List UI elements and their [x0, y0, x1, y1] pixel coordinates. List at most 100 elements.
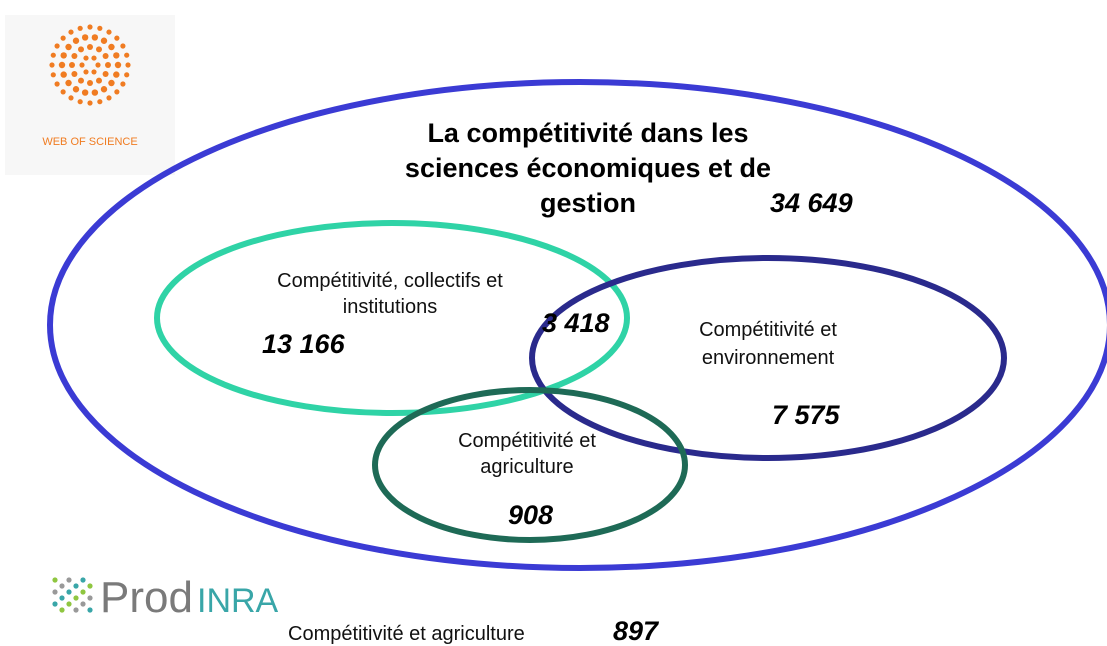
logo-dot [102, 53, 109, 59]
logo-dot [91, 89, 99, 96]
logo-dot [52, 577, 58, 583]
title-line: gestion [540, 188, 636, 218]
set-count: 908 [508, 500, 553, 530]
wos-logo-bg [5, 15, 175, 175]
logo-dot [59, 583, 65, 589]
logo-dot [106, 95, 112, 101]
logo-dot [83, 55, 89, 61]
logo-dot [105, 62, 111, 68]
logo-dot [73, 595, 79, 601]
logo-dot [59, 595, 65, 601]
footer-count: 897 [613, 616, 660, 646]
logo-dot [60, 89, 66, 95]
set-count: 7 575 [772, 400, 841, 430]
logo-dot [91, 69, 97, 75]
logo-dot [77, 25, 83, 31]
logo-dot [97, 99, 103, 105]
logo-dot [66, 577, 72, 583]
logo-dot [52, 601, 58, 607]
logo-dot [87, 100, 93, 106]
logo-dot [60, 71, 67, 78]
logo-dot [80, 601, 86, 607]
logo-dot [68, 95, 74, 101]
logo-dot [113, 71, 120, 78]
logo-dot [58, 61, 66, 69]
logo-dot [114, 61, 122, 69]
logo-dot [78, 77, 84, 84]
logo-dot [49, 62, 55, 68]
logo-dot [106, 29, 112, 35]
prodinra-text: INRA [197, 582, 279, 620]
logo-dot [60, 35, 66, 41]
logo-dot [77, 99, 83, 105]
logo-dot [114, 89, 120, 95]
logo-dot [91, 55, 97, 61]
logo-dot [83, 69, 89, 75]
logo-dot [108, 43, 115, 51]
logo-dot [81, 34, 89, 41]
logo-dot [87, 44, 93, 50]
logo-dot [50, 72, 56, 78]
logo-dot [73, 583, 79, 589]
logo-dot [95, 62, 101, 68]
logo-dot [54, 81, 60, 87]
logo-dot [100, 37, 108, 44]
logo-dot [81, 89, 89, 96]
logo-dot [102, 71, 109, 77]
wos-logo-text: WEB OF SCIENCE [42, 136, 137, 148]
logo-dot [54, 43, 60, 49]
logo-dot [114, 35, 120, 41]
logo-dot [59, 607, 65, 613]
logo-dot [66, 601, 72, 607]
logo-dot [68, 29, 74, 35]
set-label: Compétitivité et [458, 430, 596, 452]
title-line: La compétitivité dans les [427, 118, 748, 148]
set-label: environnement [702, 347, 835, 369]
logo-dot [87, 607, 93, 613]
logo-dot [52, 589, 58, 595]
set-ellipse [529, 255, 1007, 461]
logo-dot [65, 43, 72, 51]
prodinra-logo: Prod INRA [52, 573, 279, 622]
logo-dot [100, 86, 108, 93]
set-ellipse [372, 387, 688, 543]
logo-dot [97, 25, 103, 31]
logo-dot [108, 79, 115, 87]
logo-dot [72, 86, 80, 93]
logo-dot [50, 52, 56, 58]
intersection-count: 3 418 [542, 308, 610, 338]
title-line: sciences économiques et de [405, 153, 771, 183]
logo-dot [113, 52, 120, 59]
footer-label: Compétitivité et agriculture [288, 623, 525, 645]
logo-dot [73, 607, 79, 613]
outer-ellipse [47, 79, 1107, 571]
logo-dot [79, 62, 85, 68]
logo-dot [69, 62, 75, 68]
logo-dot [87, 583, 93, 589]
set-label: Compétitivité, collectifs et [277, 270, 503, 292]
logo-dot [125, 62, 131, 68]
logo-dot [80, 577, 86, 583]
logo-dot [66, 589, 72, 595]
prodinra-mark [52, 577, 93, 613]
outer-count: 34 649 [770, 188, 853, 218]
logo-dot [72, 37, 80, 44]
logo-dot [87, 80, 93, 86]
logo-dot [124, 52, 130, 58]
logo-dot [124, 72, 130, 78]
set-count: 13 166 [262, 329, 346, 359]
logo-dot [120, 81, 126, 87]
set-label: agriculture [480, 456, 573, 478]
logo-dot [96, 46, 102, 53]
set-ellipse [154, 220, 630, 416]
wos-logo-mark [49, 24, 131, 106]
logo-dot [71, 71, 78, 77]
logo-dot [91, 34, 99, 41]
logo-dot [96, 77, 102, 84]
logo-dot [65, 79, 72, 87]
prodinra-text: Prod [100, 573, 193, 622]
logo-dot [71, 53, 78, 59]
logo-dot [87, 595, 93, 601]
logo-dot [78, 46, 84, 53]
